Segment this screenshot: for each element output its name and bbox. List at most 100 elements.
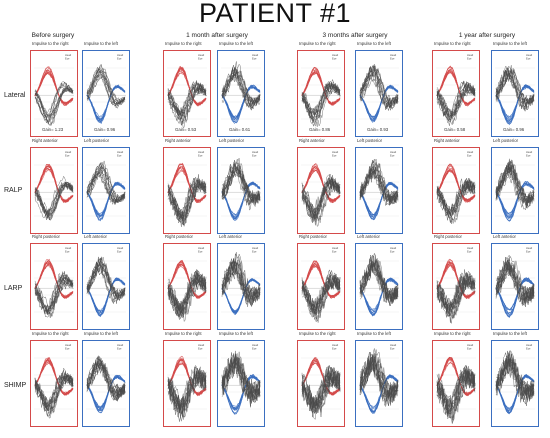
panel-label: Left anterior xyxy=(219,234,242,239)
legend-entry: Head xyxy=(117,53,124,57)
panel-label: Right anterior xyxy=(434,138,460,143)
left-side-panel: Head Eye xyxy=(217,50,265,137)
head-velocity-trace xyxy=(221,376,261,411)
eye-velocity-trace xyxy=(86,171,126,203)
legend-entry: Head xyxy=(526,246,533,250)
panel-label: Impulse to the right xyxy=(434,331,471,336)
left-side-panel: Head Eye xyxy=(217,340,265,427)
left-side-panel: Head Eye xyxy=(491,50,539,137)
eye-velocity-trace xyxy=(34,275,74,314)
head-velocity-trace xyxy=(436,65,476,107)
panel-label: Impulse to the right xyxy=(299,41,336,46)
legend-entry: Head xyxy=(467,53,474,57)
head-velocity-trace xyxy=(167,358,206,396)
gain-value: Gain= 0.58 xyxy=(444,127,466,132)
eye-velocity-trace xyxy=(301,365,341,414)
gain-value: Gain= 0.61 xyxy=(229,127,251,132)
left-side-panel: Head Eye xyxy=(355,147,403,234)
timepoint-header: Before surgery xyxy=(31,32,75,39)
head-velocity-trace xyxy=(86,376,126,410)
legend-entry: Eye xyxy=(198,250,203,254)
head-velocity-trace xyxy=(86,278,126,314)
gain-value: Gain= 0.86 xyxy=(309,127,331,132)
head-velocity-trace xyxy=(359,277,399,316)
eye-velocity-trace xyxy=(436,180,476,224)
legend-entry: Eye xyxy=(252,250,257,254)
legend-entry: Eye xyxy=(390,154,395,158)
right-side-panel: Head Eye xyxy=(163,340,211,427)
head-velocity-trace xyxy=(86,181,126,222)
legend-entry: Eye xyxy=(252,154,257,158)
right-side-panel: Head Eye xyxy=(432,340,480,427)
eye-velocity-trace xyxy=(301,272,341,318)
eye-velocity-trace xyxy=(359,169,399,202)
legend-entry: Head xyxy=(332,53,339,57)
legend-entry: Eye xyxy=(526,57,531,61)
panel-label: Impulse to the left xyxy=(357,41,391,46)
legend-entry: Head xyxy=(117,343,124,347)
panel-label: Right anterior xyxy=(165,138,191,143)
left-side-panel: Head Eye xyxy=(355,50,403,137)
legend-entry: Head xyxy=(252,343,259,347)
legend-entry: Eye xyxy=(467,57,472,61)
head-velocity-trace xyxy=(495,86,535,118)
head-velocity-trace xyxy=(359,183,399,215)
head-velocity-trace xyxy=(495,374,535,414)
eye-velocity-trace xyxy=(359,353,399,397)
left-side-panel: Head Eye xyxy=(82,340,130,427)
eye-velocity-trace xyxy=(359,169,399,202)
head-velocity-trace xyxy=(86,279,126,313)
eye-velocity-trace xyxy=(167,277,207,312)
eye-velocity-trace xyxy=(167,181,207,225)
eye-velocity-trace xyxy=(301,83,341,119)
panel-label: Left posterior xyxy=(357,138,383,143)
legend-entry: Eye xyxy=(467,347,472,351)
legend-entry: Eye xyxy=(252,57,257,61)
head-velocity-trace xyxy=(221,181,261,221)
eye-velocity-trace xyxy=(436,272,476,317)
panel-label: Left posterior xyxy=(493,138,519,143)
legend-entry: Eye xyxy=(198,347,203,351)
eye-velocity-trace xyxy=(86,72,125,105)
eye-velocity-trace xyxy=(221,159,261,207)
eye-velocity-trace xyxy=(221,262,261,302)
panel-label: Impulse to the left xyxy=(219,331,253,336)
legend-entry: Head xyxy=(198,343,205,347)
head-velocity-trace xyxy=(301,72,341,104)
head-velocity-trace xyxy=(221,374,261,415)
head-velocity-trace xyxy=(436,70,476,106)
eye-velocity-trace xyxy=(34,175,74,221)
legend-entry: Eye xyxy=(467,250,472,254)
right-side-panel: Head Eye xyxy=(432,243,480,330)
eye-velocity-trace xyxy=(34,271,74,313)
eye-velocity-trace xyxy=(359,64,399,106)
head-velocity-trace xyxy=(301,169,341,201)
head-velocity-trace xyxy=(34,261,74,298)
legend-entry: Eye xyxy=(65,154,70,158)
legend-entry: Head xyxy=(526,150,533,154)
eye-velocity-trace xyxy=(436,276,476,314)
legend-entry: Eye xyxy=(198,154,203,158)
legend-entry: Head xyxy=(526,53,533,57)
head-velocity-trace xyxy=(167,263,207,298)
eye-velocity-trace xyxy=(495,68,535,112)
head-velocity-trace xyxy=(167,359,207,395)
right-side-panel: Head Eye xyxy=(297,50,345,137)
head-velocity-trace xyxy=(301,266,341,297)
head-velocity-trace xyxy=(221,279,261,313)
head-velocity-trace xyxy=(86,182,126,217)
right-side-panel: Head Eye xyxy=(432,147,480,234)
eye-velocity-trace xyxy=(86,256,126,299)
eye-velocity-trace xyxy=(301,179,341,218)
eye-velocity-trace xyxy=(34,88,74,117)
